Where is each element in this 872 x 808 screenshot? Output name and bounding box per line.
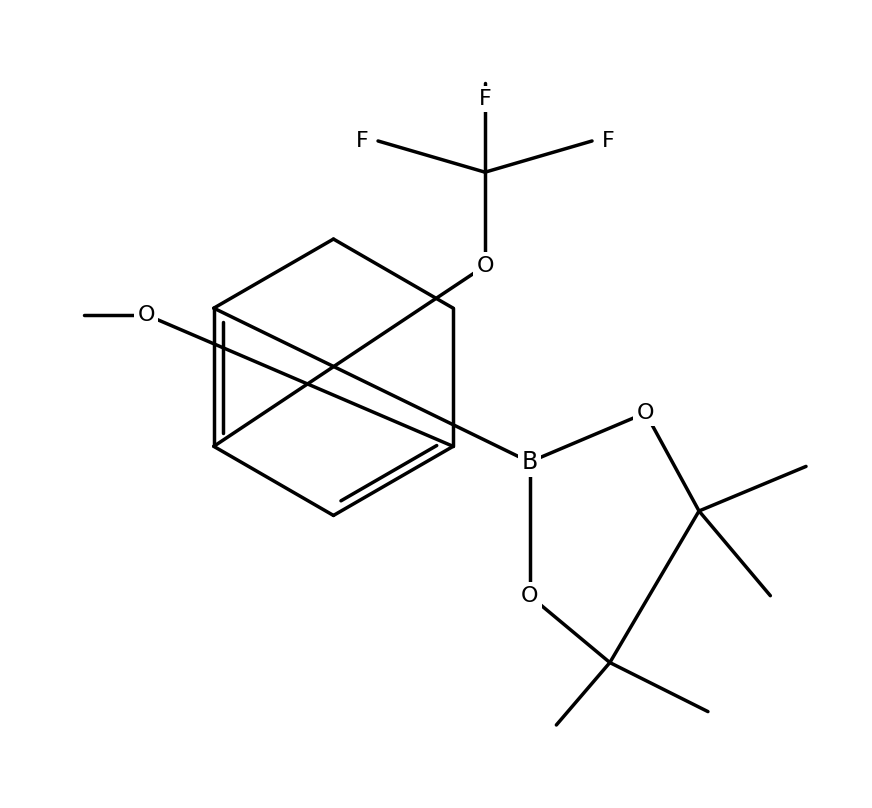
- Text: O: O: [138, 305, 155, 325]
- Text: F: F: [479, 89, 492, 109]
- Text: F: F: [356, 131, 368, 151]
- Text: F: F: [602, 131, 615, 151]
- Text: O: O: [521, 586, 538, 606]
- Text: B: B: [521, 450, 538, 474]
- Text: O: O: [476, 256, 494, 276]
- Text: O: O: [637, 403, 654, 423]
